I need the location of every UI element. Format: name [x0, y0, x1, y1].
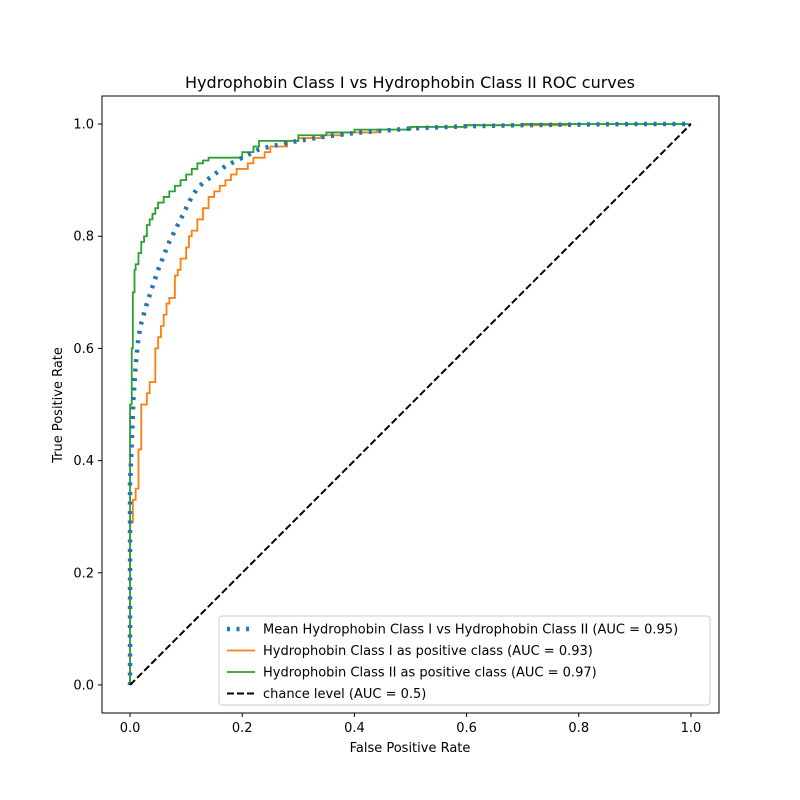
x-axis-label: False Positive Rate: [350, 741, 471, 756]
series-line-2: [129, 123, 691, 685]
x-tick-label: 0.8: [568, 721, 589, 736]
y-tick-label: 0.4: [73, 454, 94, 469]
x-axis-ticks: 0.0 0.2 0.4 0.6 0.8 1.0: [120, 713, 702, 736]
x-tick-label: 0.6: [456, 721, 477, 736]
plot-area: [101, 95, 720, 714]
legend-label: Hydrophobin Class II as positive class (…: [263, 666, 597, 681]
legend-box: [218, 615, 711, 706]
y-tick-label: 0.0: [73, 678, 94, 693]
chart-title: Hydrophobin Class I vs Hydrophobin Class…: [185, 73, 635, 92]
y-tick-label: 0.8: [73, 230, 94, 245]
y-tick-label: 1.0: [73, 118, 94, 133]
y-tick-label: 0.2: [73, 566, 94, 581]
series-layer: [127, 121, 692, 686]
y-axis-ticks: 0.0 0.2 0.4 0.6 0.8 1.0: [73, 118, 102, 693]
y-axis-label: True Positive Rate: [51, 347, 66, 464]
legend: Mean Hydrophobin Class I vs Hydrophobin …: [218, 615, 711, 706]
legend-label: Mean Hydrophobin Class I vs Hydrophobin …: [263, 623, 678, 638]
x-tick-label: 0.4: [344, 721, 365, 736]
y-tick-label: 0.6: [73, 342, 94, 357]
x-tick-label: 0.2: [232, 721, 253, 736]
series-line-3: [129, 123, 692, 686]
x-tick-label: 1.0: [681, 721, 702, 736]
x-tick-label: 0.0: [120, 721, 141, 736]
legend-label: chance level (AUC = 0.5): [263, 687, 426, 702]
axes-frame: [101, 95, 720, 714]
legend-label: Hydrophobin Class I as positive class (A…: [263, 644, 593, 659]
